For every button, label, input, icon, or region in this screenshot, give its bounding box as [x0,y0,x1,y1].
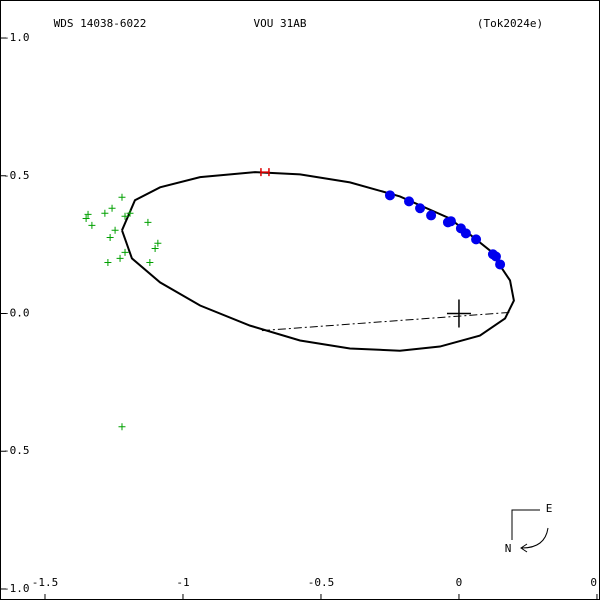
micrometer-measurement [106,233,114,241]
micrometer-measurement [118,193,126,201]
y-tick-label: -0.5 [3,169,30,182]
micrometer-measurement [126,209,134,217]
micrometer-measurement [108,204,116,212]
micrometer-measurement [118,423,126,431]
micrometer-measurement [146,259,154,267]
primary-star [446,299,471,328]
chart-title: WDS 14038-6022 [54,17,147,30]
x-tick-label: 0 [456,576,463,589]
periastron-marker [260,168,270,177]
x-tick-label: -0.5 [308,576,335,589]
compass-east: E [546,502,553,515]
measurement [426,210,437,221]
y-tick-label: -0.5 [3,444,30,457]
x-tick-label: -1.5 [32,576,59,589]
micrometer-measurement [144,218,152,226]
measurement [445,216,456,227]
measurement [404,196,415,207]
measurement [384,190,395,201]
micrometer-measurement [154,239,162,247]
reference: (Tok2024e) [477,17,543,30]
micrometer-measurement [101,209,109,217]
y-tick-label: -0.0 [3,306,30,319]
y-tick-label: -1.0 [3,582,30,595]
compass [511,509,549,553]
micrometer-measurement [104,259,112,267]
measurement [495,259,506,270]
micrometer-measurement [151,244,159,252]
y-tick-label: -1.0 [3,31,30,44]
x-tick-label: -1 [176,576,189,589]
micrometer-measurement [121,248,129,256]
measurement [460,228,471,239]
micrometer-measurement [88,221,96,229]
compass-north: N [505,542,512,555]
measurement [490,251,501,262]
chart-subtitle: VOU 31AB [254,17,307,30]
node-line [261,311,511,332]
micrometer-measurement [84,210,92,218]
micrometer-measurement [121,212,129,220]
measurement [415,203,426,214]
micrometer-measurement [116,254,124,262]
measurement [471,234,482,245]
orbit [121,171,515,352]
micrometer-measurement [111,226,119,234]
compass-axes [511,509,540,540]
compass-arrow [520,527,549,553]
x-tick-label: 0. [590,576,600,589]
micrometer-measurement [82,214,90,222]
